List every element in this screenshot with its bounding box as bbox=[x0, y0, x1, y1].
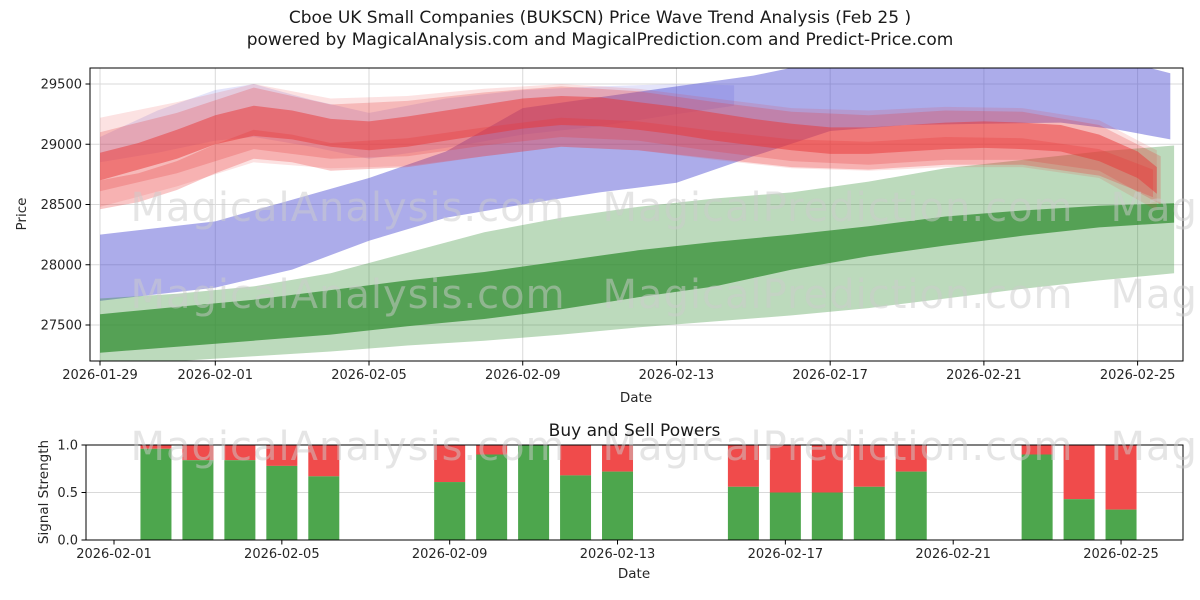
main-x-tick-label: 2026-02-21 bbox=[946, 368, 1022, 383]
buy-bar-2026-02-17 bbox=[769, 492, 801, 540]
chart-title: Cboe UK Small Companies (BUKSCN) Price W… bbox=[288, 8, 912, 28]
sell-bar-2026-02-06 bbox=[308, 445, 340, 477]
buy-bar-2026-02-11 bbox=[518, 445, 550, 540]
bottom-y-tick-label: 0.0 bbox=[57, 534, 78, 549]
bottom-x-tick-label: 2026-02-25 bbox=[1083, 547, 1159, 562]
price-axis-label: Price bbox=[14, 197, 30, 231]
watermark-text: MagicalPrediction.com bbox=[603, 424, 1074, 470]
sell-bar-2026-02-20 bbox=[895, 445, 927, 472]
buy-bar-2026-02-20 bbox=[895, 471, 927, 540]
main-y-tick-label: 29500 bbox=[41, 78, 82, 93]
bottom-plot-area bbox=[86, 445, 1183, 540]
sell-bar-2026-02-25 bbox=[1105, 445, 1137, 510]
buy-bar-2026-02-25 bbox=[1105, 509, 1137, 540]
watermark-text: MagicalPrediction.com bbox=[603, 185, 1074, 231]
sell-bar-2026-02-23 bbox=[1021, 445, 1053, 455]
main-x-tick-label: 2026-02-09 bbox=[485, 368, 561, 383]
watermark-text: MagicalAnalysis.com bbox=[130, 272, 565, 318]
watermark-text: MagicalAnalysis.com bbox=[1110, 424, 1200, 470]
sell-bar-2026-02-16 bbox=[727, 445, 759, 487]
buy-bar-2026-02-23 bbox=[1021, 454, 1053, 540]
band-support-band-green-dark bbox=[100, 203, 1175, 353]
sell-bar-2026-02-09 bbox=[434, 445, 466, 483]
chart-subtitle: powered by MagicalAnalysis.com and Magic… bbox=[246, 30, 954, 50]
sell-bar-2026-02-10 bbox=[476, 445, 508, 455]
buy-bar-2026-02-06 bbox=[308, 476, 340, 540]
buy-bar-2026-02-09 bbox=[434, 482, 466, 540]
watermark-text: MagicalAnalysis.com bbox=[1110, 185, 1200, 231]
main-y-tick-label: 29000 bbox=[41, 138, 82, 153]
sell-bar-2026-02-17 bbox=[769, 445, 801, 493]
bottom-x-tick-label: 2026-02-09 bbox=[412, 547, 488, 562]
sell-bar-2026-02-02 bbox=[140, 445, 172, 449]
main-x-tick-label: 2026-02-01 bbox=[178, 368, 254, 383]
watermark-text: MagicalAnalysis.com bbox=[130, 424, 565, 470]
main-y-tick-label: 28000 bbox=[41, 258, 82, 273]
buy-bar-2026-02-12 bbox=[560, 475, 592, 540]
buy-bar-2026-02-13 bbox=[602, 471, 634, 540]
main-y-tick-label: 27500 bbox=[41, 319, 82, 334]
buy-bar-2026-02-03 bbox=[182, 460, 214, 540]
sell-bar-2026-02-05 bbox=[266, 445, 298, 466]
watermark-text: MagicalPrediction.com bbox=[603, 272, 1074, 318]
main-x-tick-label: 2026-01-29 bbox=[62, 368, 138, 383]
buy-bar-2026-02-18 bbox=[811, 492, 843, 540]
buy-bar-2026-02-10 bbox=[476, 454, 508, 540]
bottom-x-tick-label: 2026-02-17 bbox=[748, 547, 824, 562]
watermark-text: MagicalAnalysis.com bbox=[1110, 272, 1200, 318]
bottom-date-axis-label: Date bbox=[617, 566, 651, 582]
main-x-tick-label: 2026-02-05 bbox=[331, 368, 407, 383]
buy-bar-2026-02-02 bbox=[140, 448, 172, 540]
main-x-tick-label: 2026-02-13 bbox=[639, 368, 715, 383]
main-y-tick-label: 28500 bbox=[41, 198, 82, 213]
main-spines bbox=[89, 67, 1184, 362]
sell-bar-2026-02-04 bbox=[224, 445, 256, 461]
main-plot-area bbox=[90, 68, 1183, 361]
sell-bar-2026-02-18 bbox=[811, 445, 843, 493]
band-resistance-wave-red-core bbox=[100, 96, 1157, 194]
bottom-y-tick-label: 0.5 bbox=[57, 486, 78, 501]
band-trend-band-blue bbox=[100, 68, 1171, 301]
buy-bar-2026-02-16 bbox=[727, 486, 759, 540]
watermark-text: MagicalAnalysis.com bbox=[130, 185, 565, 231]
main-x-tick-label: 2026-02-25 bbox=[1100, 368, 1176, 383]
buy-bar-2026-02-05 bbox=[266, 465, 298, 540]
sell-bar-2026-02-12 bbox=[560, 445, 592, 476]
bottom-x-tick-label: 2026-02-01 bbox=[76, 547, 152, 562]
sell-bar-2026-02-13 bbox=[602, 445, 634, 472]
sell-bar-2026-02-19 bbox=[853, 445, 885, 487]
bottom-x-tick-label: 2026-02-13 bbox=[580, 547, 656, 562]
buy-bar-2026-02-04 bbox=[224, 460, 256, 540]
bottom-x-tick-label: 2026-02-21 bbox=[915, 547, 991, 562]
main-x-tick-label: 2026-02-17 bbox=[792, 368, 868, 383]
main-date-axis-label: Date bbox=[619, 390, 653, 406]
band-resistance-wave-red-light bbox=[100, 86, 1161, 205]
bar-chart-title: Buy and Sell Powers bbox=[548, 421, 721, 441]
sell-bar-2026-02-24 bbox=[1063, 445, 1095, 500]
buy-bar-2026-02-24 bbox=[1063, 499, 1095, 540]
band-resistance-wave-red-outer bbox=[100, 84, 1157, 211]
bottom-y-tick-label: 1.0 bbox=[57, 439, 78, 454]
signal-strength-axis-label: Signal Strength bbox=[36, 439, 52, 545]
bottom-x-tick-label: 2026-02-05 bbox=[244, 547, 320, 562]
buy-bar-2026-02-19 bbox=[853, 486, 885, 540]
sell-bar-2026-02-03 bbox=[182, 445, 214, 461]
